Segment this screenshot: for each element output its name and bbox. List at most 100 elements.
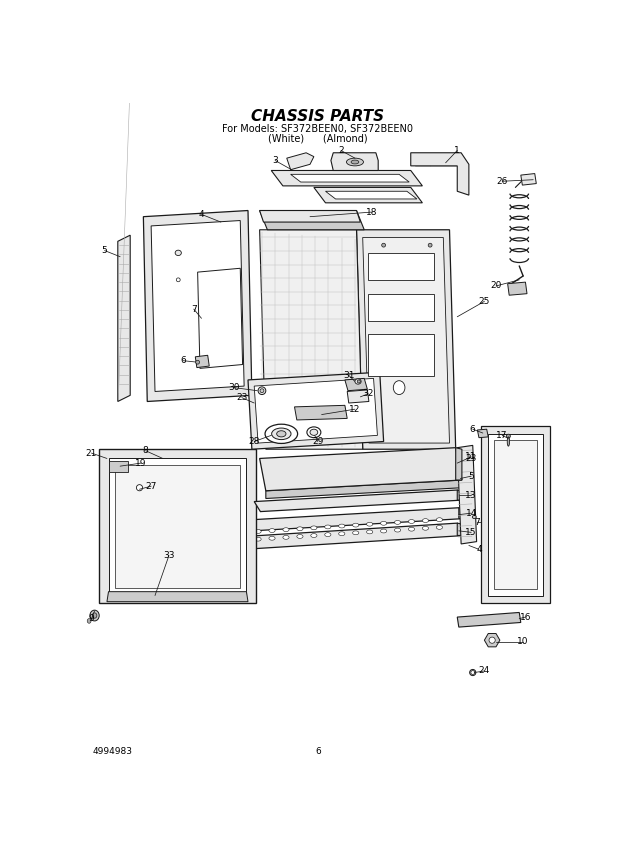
Ellipse shape [277, 431, 286, 437]
Text: 6: 6 [315, 747, 321, 757]
Text: 23: 23 [466, 454, 477, 463]
Polygon shape [477, 429, 489, 437]
Ellipse shape [310, 429, 317, 436]
Ellipse shape [428, 243, 432, 247]
Text: 1: 1 [454, 146, 460, 155]
Polygon shape [494, 440, 537, 590]
Ellipse shape [382, 243, 386, 247]
Text: 13: 13 [466, 491, 477, 500]
Text: 29: 29 [312, 437, 324, 446]
Ellipse shape [507, 437, 510, 446]
Polygon shape [118, 235, 130, 401]
Polygon shape [107, 591, 248, 602]
Text: 21: 21 [86, 449, 97, 458]
Text: 7: 7 [474, 518, 479, 527]
Text: 16: 16 [520, 613, 531, 621]
Ellipse shape [265, 425, 298, 443]
Polygon shape [254, 490, 463, 512]
Text: 33: 33 [163, 551, 175, 560]
Polygon shape [266, 480, 462, 498]
Ellipse shape [351, 160, 359, 164]
Ellipse shape [325, 525, 331, 529]
Polygon shape [458, 523, 465, 536]
Text: 19: 19 [135, 459, 147, 467]
Ellipse shape [269, 529, 275, 532]
Polygon shape [248, 372, 384, 449]
Ellipse shape [136, 484, 143, 490]
Ellipse shape [325, 532, 331, 537]
Polygon shape [236, 523, 465, 550]
Text: CHASSIS PARTS: CHASSIS PARTS [251, 109, 384, 124]
Text: 27: 27 [146, 482, 157, 490]
Polygon shape [195, 355, 210, 367]
Text: 32: 32 [363, 389, 374, 398]
Text: 20: 20 [490, 282, 502, 290]
Polygon shape [272, 170, 422, 186]
Ellipse shape [260, 389, 264, 393]
Polygon shape [143, 211, 252, 401]
Ellipse shape [175, 250, 181, 256]
Ellipse shape [283, 528, 289, 532]
Ellipse shape [355, 378, 361, 384]
Ellipse shape [255, 530, 261, 533]
Ellipse shape [436, 526, 443, 529]
Ellipse shape [311, 533, 317, 538]
Ellipse shape [311, 526, 317, 530]
Polygon shape [458, 612, 521, 627]
Ellipse shape [472, 515, 476, 519]
Polygon shape [410, 152, 469, 195]
Ellipse shape [347, 158, 363, 166]
Ellipse shape [92, 613, 97, 618]
Text: 5: 5 [102, 246, 107, 255]
Text: 30: 30 [228, 383, 240, 392]
Bar [368, 253, 434, 280]
Ellipse shape [297, 534, 303, 538]
Polygon shape [198, 268, 242, 368]
Ellipse shape [470, 669, 476, 675]
Polygon shape [247, 508, 465, 531]
Polygon shape [458, 445, 477, 544]
Ellipse shape [255, 538, 261, 541]
Ellipse shape [381, 521, 387, 526]
Ellipse shape [381, 529, 387, 533]
Ellipse shape [394, 520, 401, 525]
Text: 23: 23 [236, 393, 247, 402]
Text: 26: 26 [497, 176, 508, 186]
Ellipse shape [471, 670, 475, 675]
Polygon shape [480, 426, 551, 603]
Text: 14: 14 [466, 508, 477, 518]
Text: 6: 6 [470, 425, 476, 434]
Ellipse shape [409, 520, 415, 523]
Text: 15: 15 [466, 528, 477, 537]
Polygon shape [458, 490, 463, 500]
Ellipse shape [357, 380, 360, 383]
Polygon shape [108, 461, 128, 473]
Bar [368, 294, 434, 321]
Polygon shape [260, 448, 462, 490]
Ellipse shape [339, 532, 345, 536]
Text: 18: 18 [366, 207, 378, 217]
Ellipse shape [422, 526, 428, 530]
Polygon shape [356, 229, 456, 449]
Text: 7: 7 [191, 305, 197, 313]
Polygon shape [99, 449, 255, 603]
Text: 8: 8 [143, 446, 149, 455]
Polygon shape [291, 175, 409, 182]
Ellipse shape [422, 519, 428, 522]
Text: 12: 12 [349, 405, 361, 413]
Ellipse shape [507, 434, 510, 438]
Text: 5: 5 [468, 472, 474, 481]
Polygon shape [260, 211, 365, 229]
Bar [368, 334, 434, 376]
Text: 10: 10 [517, 637, 529, 646]
Text: 17: 17 [497, 431, 508, 440]
Polygon shape [286, 152, 314, 169]
Polygon shape [363, 237, 450, 443]
Ellipse shape [283, 536, 289, 539]
Text: 2: 2 [338, 146, 344, 155]
Ellipse shape [339, 524, 345, 528]
Polygon shape [151, 221, 244, 391]
Polygon shape [459, 508, 465, 519]
Polygon shape [484, 633, 500, 647]
Ellipse shape [196, 360, 200, 364]
